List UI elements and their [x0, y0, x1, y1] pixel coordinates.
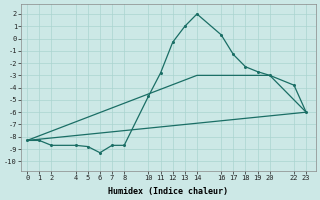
X-axis label: Humidex (Indice chaleur): Humidex (Indice chaleur) — [108, 187, 228, 196]
